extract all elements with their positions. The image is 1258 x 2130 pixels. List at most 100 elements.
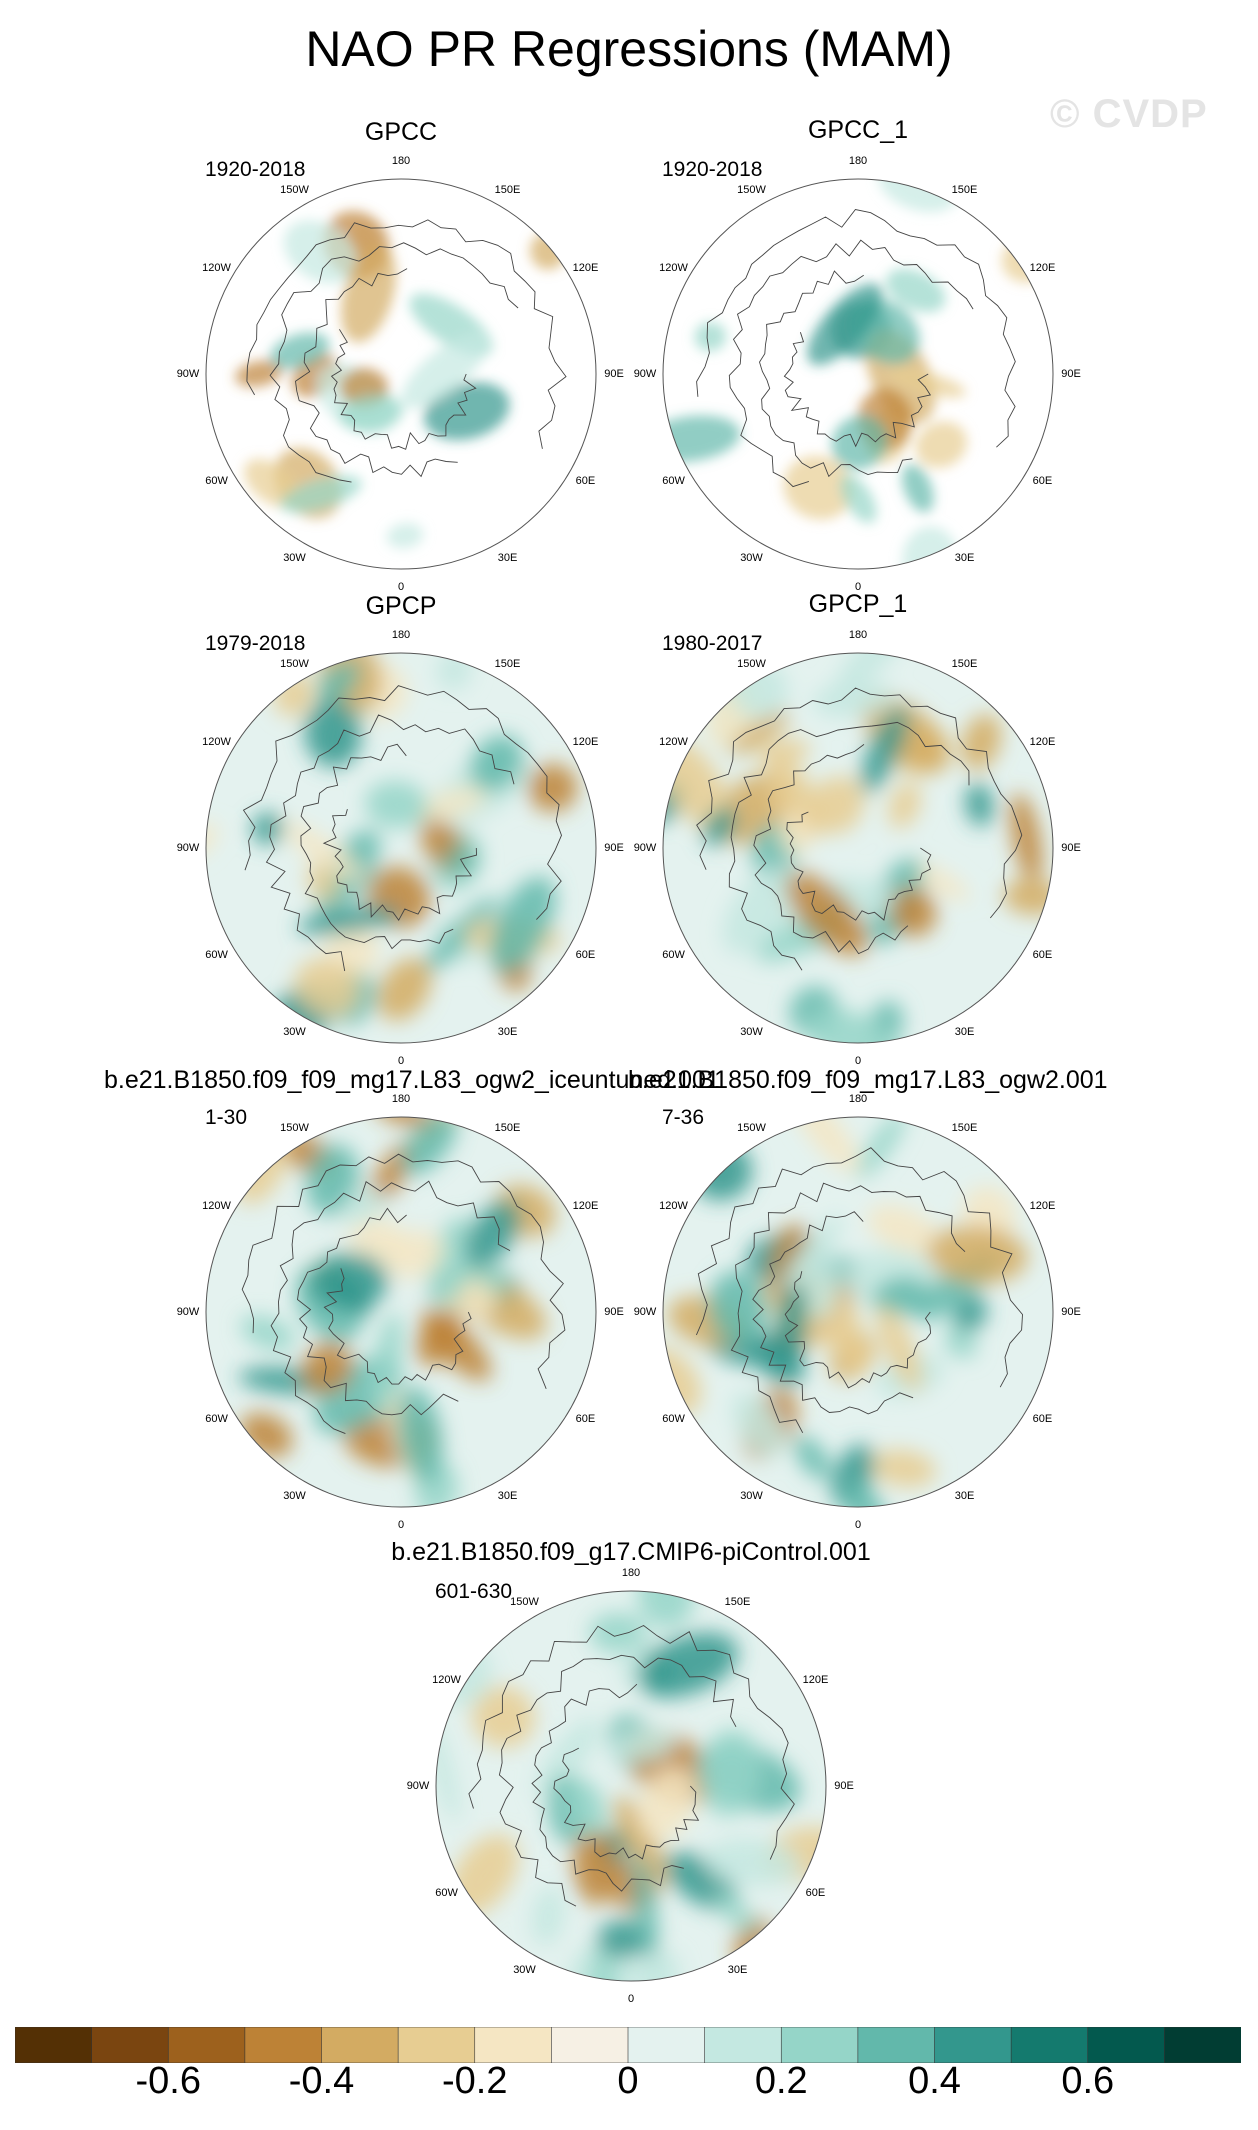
lon-tick-label: 120E [1029,1199,1056,1212]
lon-tick-label: 90E [834,1780,854,1792]
lon-tick-label: 90W [176,842,200,854]
colorbar-segment [397,2027,476,2063]
lon-tick-label: 60W [205,474,228,487]
lon-tick-label: 180 [391,1093,411,1105]
lon-tick-label: 30W [740,1026,763,1039]
colorbar-segment [627,2027,706,2063]
lon-tick-label: 90E [1061,1306,1081,1318]
lon-tick-label: 120W [432,1673,461,1686]
colorbar-segment [91,2027,170,2063]
lon-tick-label: 120W [659,1199,688,1212]
lon-tick-label: 90W [633,1306,657,1318]
lon-tick-label: 90E [604,368,624,380]
colorbar-segment [474,2027,553,2063]
panel-title-model-ogw2: b.e21.B1850.f09_f09_mg17.L83_ogw2.001 [628,1066,1108,1094]
lon-tick-label: 150W [737,183,766,196]
lon-tick-label: 150E [724,1595,751,1608]
lon-tick-label: 30E [954,1490,975,1503]
lon-tick-label: 30E [497,552,518,565]
lon-tick-label: 60W [662,1412,685,1425]
lon-tick-label: 150E [494,183,521,196]
panel-title-gpcc: GPCC [364,118,438,146]
lon-tick-label: 60E [575,1412,596,1425]
lon-tick-label: 60E [575,474,596,487]
lon-tick-label: 120E [572,735,599,748]
colorbar-segment [1010,2027,1089,2063]
colorbar [15,2027,1241,2063]
lon-tick-label: 60E [1032,948,1053,961]
lon-tick-label: 0 [627,1993,635,2005]
polar-map-gpcc: 180 150E 120E 90E 60E 30E 0 30W 60W 90W 120W 150W [161,134,641,614]
period-gpcc: 1920-2018 [205,158,306,181]
lon-tick-label: 0 [397,1519,405,1531]
colorbar-segment [15,2027,93,2063]
colorbar-segment [321,2027,399,2063]
figure-title: NAO PR Regressions (MAM) [305,21,953,77]
lon-tick-label: 120W [659,735,688,748]
lon-tick-label: 90W [176,368,200,380]
cvdp-watermark: © CVDP [1050,92,1208,136]
polar-map-picontrol: 180 150E 120E 90E 60E 30E 0 30W 60W 90W 120W 150W [391,1546,871,2026]
lon-tick-label: 150W [280,1121,309,1134]
polar-map-model-ogw2: 180 150E 120E 90E 60E 30E 0 30W 60W 90W 120W 150W [618,1072,1098,1552]
lon-tick-label: 60E [575,948,596,961]
lon-tick-label: 90W [406,1780,430,1792]
panel-title-gpcp-1: GPCP_1 [808,590,908,618]
lon-tick-label: 30W [740,552,763,565]
lon-tick-label: 120E [802,1673,829,1686]
period-gpcc-1: 1920-2018 [662,158,763,181]
lon-tick-label: 120W [202,735,231,748]
colorbar-segment [857,2027,936,2063]
colorbar-tick-label: 0.6 [1061,2060,1115,2102]
lon-tick-label: 90E [604,842,624,854]
lon-tick-label: 0 [854,1055,862,1067]
lon-tick-label: 180 [848,629,868,641]
colorbar-segment [167,2027,246,2063]
panel-title-gpcc-1: GPCC_1 [807,116,909,144]
lon-tick-label: 90E [1061,368,1081,380]
colorbar-segment [244,2027,323,2063]
lon-tick-label: 120E [1029,261,1056,274]
lon-tick-label: 150E [951,657,978,670]
colorbar-tick-label: -0.6 [135,2060,201,2102]
lon-tick-label: 60E [1032,474,1053,487]
colorbar-tick-label: 0.4 [908,2060,961,2102]
lon-tick-label: 60W [662,474,685,487]
lon-tick-label: 0 [397,581,405,593]
lon-tick-label: 150E [951,183,978,196]
period-model-iceuntuned: 1-30 [205,1106,248,1129]
lon-tick-label: 90W [633,842,657,854]
lon-tick-label: 150W [737,657,766,670]
lon-tick-label: 30W [513,1964,536,1977]
lon-tick-label: 0 [854,1519,862,1531]
lon-tick-label: 30E [954,552,975,565]
lon-tick-label: 180 [848,1093,868,1105]
colorbar-segment [780,2027,859,2063]
lon-tick-label: 60E [1032,1412,1053,1425]
lon-tick-label: 120W [202,1199,231,1212]
lon-tick-label: 150W [280,657,309,670]
period-model-ogw2: 7-36 [662,1106,705,1129]
lon-tick-label: 150W [510,1595,539,1608]
lon-tick-label: 30W [283,1026,306,1039]
lon-tick-label: 90E [604,1306,624,1318]
lon-tick-label: 150W [280,183,309,196]
colorbar-tick-label: -0.4 [288,2060,355,2102]
lon-tick-label: 180 [391,155,411,167]
lon-tick-label: 150E [951,1121,978,1134]
lon-tick-label: 150W [737,1121,766,1134]
colorbar-segment [934,2027,1012,2063]
lon-tick-label: 60W [205,948,228,961]
lon-tick-label: 30E [954,1026,975,1039]
colorbar-segment [1164,2027,1241,2063]
lon-tick-label: 0 [397,1055,405,1067]
lon-tick-label: 0 [854,581,862,593]
lon-tick-label: 60W [435,1886,458,1899]
polar-map-gpcc-1: 180 150E 120E 90E 60E 30E 0 30W 60W 90W 120W 150W [618,134,1098,614]
lon-tick-label: 120W [659,261,688,274]
lon-tick-label: 90E [1061,842,1081,854]
lon-tick-label: 90W [176,1306,200,1318]
colorbar-tick-label: 0 [617,2060,639,2102]
lon-tick-label: 60W [205,1412,228,1425]
lon-tick-label: 30E [727,1964,748,1977]
